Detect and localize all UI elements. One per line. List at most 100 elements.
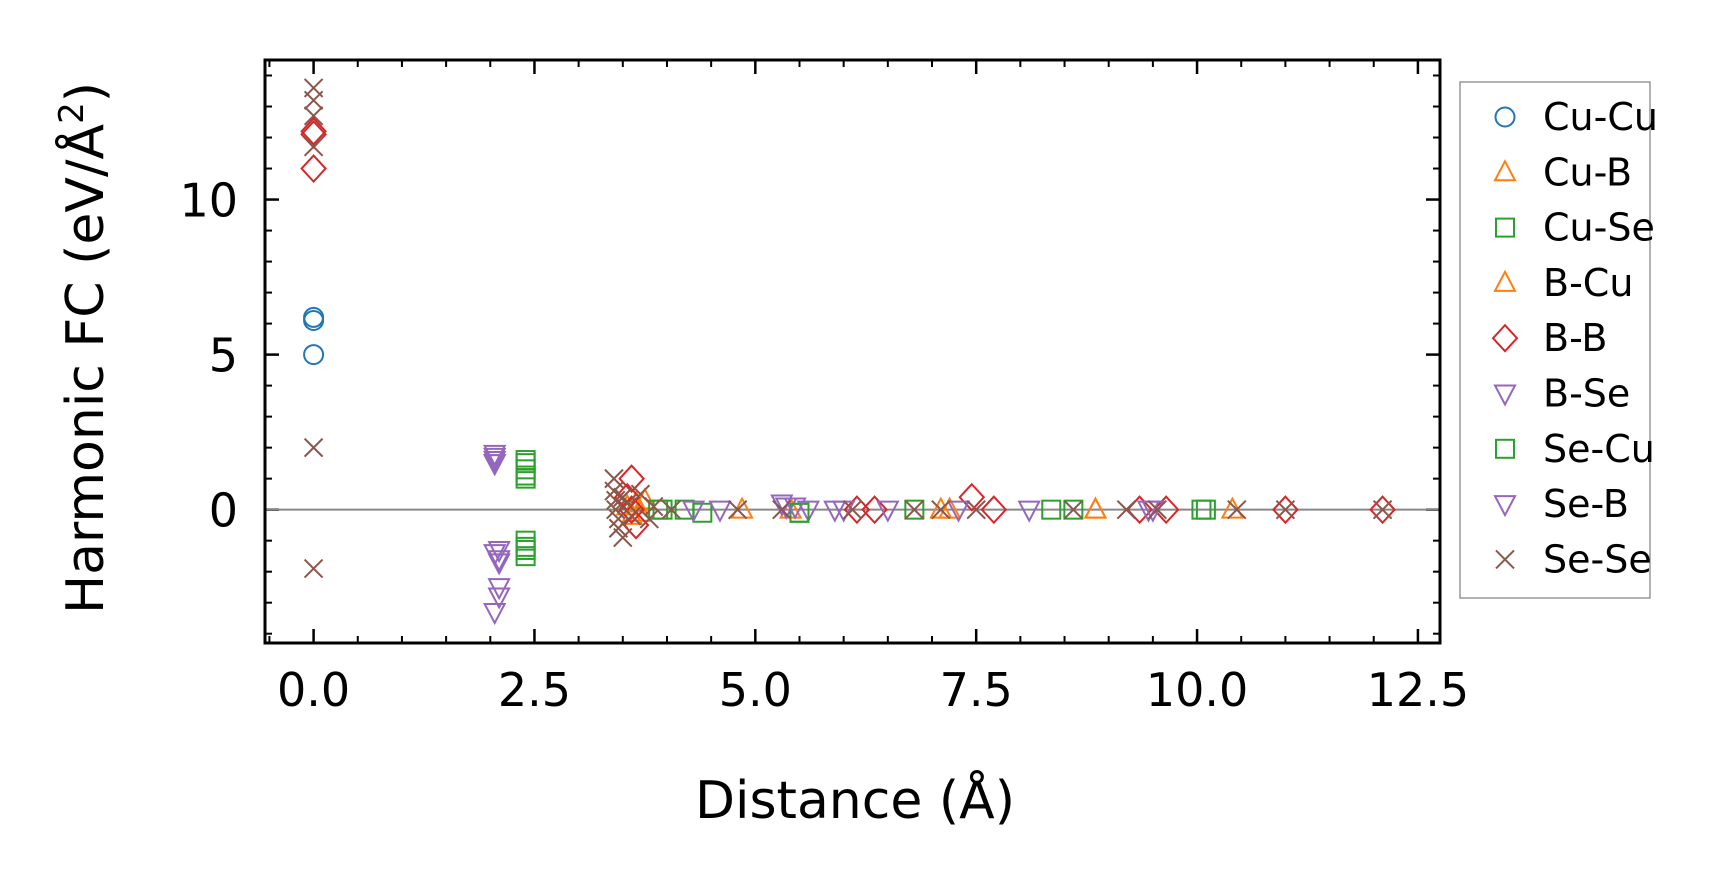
- data-point-se-se: [639, 509, 660, 529]
- data-point-b-se: [708, 500, 732, 523]
- legend-label: Cu-Se: [1543, 206, 1655, 250]
- series-b-se: [483, 444, 1161, 626]
- data-point-se-b: [487, 540, 511, 564]
- series-b-b: [300, 116, 1396, 540]
- legend-item-b-b: B-B: [1491, 316, 1608, 360]
- x-tick-label: 10.0: [1146, 663, 1248, 717]
- legend-marker-b-b: [1491, 323, 1519, 353]
- y-axis-label: Harmonic FC (eV/Å2): [52, 82, 116, 614]
- data-point-se-se: [303, 558, 324, 579]
- x-tick-label: 12.5: [1367, 663, 1469, 717]
- legend-frame: [1459, 81, 1651, 599]
- x-axis-label: Distance (Å): [695, 769, 1015, 831]
- legend-item-b-cu: B-Cu: [1493, 261, 1633, 305]
- y-axis-label-main: Harmonic FC (eV/Å: [54, 123, 116, 614]
- data-point-se-cu: [1195, 499, 1216, 520]
- data-point-b-b: [980, 495, 1008, 525]
- series-cu-cu: [303, 306, 325, 366]
- data-point-se-cu: [515, 465, 536, 486]
- data-point-cu-se: [692, 502, 713, 523]
- legend: Cu-Cu Cu-B Cu-Se B-Cu B-B B-Se Se-Cu Se-B Se-Se: [1459, 81, 1658, 599]
- data-point-se-se: [904, 499, 925, 520]
- data-point-b-b: [1272, 495, 1299, 525]
- data-point-se-se: [1116, 499, 1137, 520]
- data-point-b-se: [1017, 500, 1041, 523]
- x-tick-label: 7.5: [940, 663, 1013, 717]
- data-point-se-se: [966, 499, 986, 520]
- data-point-se-b: [487, 553, 511, 576]
- data-point-se-se: [1372, 499, 1393, 520]
- legend-label: Se-Se: [1543, 537, 1652, 581]
- axes-frame: [263, 58, 1442, 645]
- data-point-b-b: [300, 154, 327, 184]
- data-point-se-b: [946, 500, 971, 523]
- data-point-cu-se: [904, 499, 925, 520]
- data-point-b-cu: [1083, 496, 1108, 519]
- data-point-b-se: [487, 550, 511, 573]
- legend-marker-cu-cu: [1494, 106, 1516, 128]
- legend-label: Se-Cu: [1543, 427, 1655, 471]
- ticks-layer: [265, 60, 1440, 643]
- data-point-se-b: [483, 447, 507, 471]
- series-se-cu: [515, 453, 1216, 567]
- data-point-b-se: [796, 500, 820, 523]
- data-point-se-b: [483, 454, 507, 477]
- data-point-se-b: [783, 497, 807, 520]
- data-point-b-b: [861, 495, 888, 525]
- data-point-se-se: [772, 499, 792, 520]
- x-tick-label: 2.5: [498, 663, 571, 717]
- x-tick-labels: 0.0 2.5 5.0 7.5 10.0 12.5: [277, 663, 1469, 717]
- y-tick-label: 0: [209, 484, 238, 538]
- data-point-se-se: [303, 90, 324, 111]
- data-point-se-se: [1063, 499, 1084, 520]
- legend-label: Cu-B: [1543, 150, 1632, 194]
- data-point-se-se: [727, 499, 748, 520]
- legend-item-se-b: Se-B: [1493, 482, 1629, 526]
- legend-item-cu-se: Cu-Se: [1495, 206, 1655, 250]
- data-point-se-se: [621, 506, 642, 526]
- legend-label: B-Cu: [1543, 261, 1633, 305]
- data-point-se-se: [617, 493, 637, 514]
- legend-label: B-Se: [1543, 372, 1630, 416]
- legend-marker-se-se: [1495, 549, 1515, 570]
- data-point-b-b: [618, 464, 645, 494]
- legend-marker-b-cu: [1493, 269, 1517, 292]
- data-point-b-b: [958, 482, 986, 512]
- y-tick-label: 10: [179, 174, 238, 228]
- data-point-se-se: [303, 106, 324, 126]
- legend-item-b-se: B-Se: [1493, 372, 1630, 416]
- series-se-se: [303, 78, 1393, 579]
- data-point-b-se: [681, 500, 706, 523]
- data-point-se-cu: [515, 546, 536, 567]
- data-point-se-se: [661, 499, 682, 520]
- legend-items: Cu-Cu Cu-B Cu-Se B-Cu B-B B-Se Se-Cu Se-B Se-Se: [1491, 95, 1658, 581]
- data-point-b-b: [618, 495, 645, 525]
- data-point-se-cu: [789, 502, 810, 523]
- legend-item-se-se: Se-Se: [1495, 537, 1652, 581]
- y-axis-label-superscript: 2: [52, 102, 92, 124]
- x-tick-label: 0.0: [277, 663, 350, 717]
- data-point-se-se: [608, 509, 629, 529]
- data-point-cu-se: [1041, 499, 1062, 520]
- data-point-se-se: [644, 496, 664, 517]
- legend-label: Se-B: [1543, 482, 1629, 526]
- legend-marker-se-b: [1493, 495, 1517, 518]
- data-point-se-cu: [515, 453, 536, 474]
- legend-item-se-cu: Se-Cu: [1495, 427, 1655, 471]
- y-axis-label-close: ): [56, 82, 116, 102]
- x-tick-label: 5.0: [719, 663, 792, 717]
- data-point-cu-b: [1083, 496, 1108, 519]
- data-point-se-se: [1275, 499, 1296, 520]
- data-point-b-se: [876, 500, 900, 523]
- plot-area: [300, 78, 1396, 626]
- data-point-se-cu: [648, 499, 669, 520]
- data-point-se-se: [303, 437, 324, 458]
- data-point-cu-cu: [303, 344, 325, 366]
- legend-marker-cu-b: [1493, 159, 1517, 182]
- data-point-se-se: [931, 499, 951, 520]
- data-point-se-se: [613, 527, 633, 548]
- data-point-se-se: [606, 490, 626, 511]
- data-point-b-b: [1152, 495, 1180, 525]
